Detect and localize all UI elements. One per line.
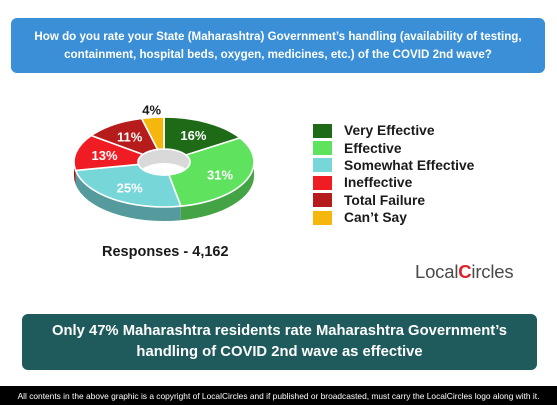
legend-label: Effective (344, 140, 402, 156)
data-label-somewhat-effective: 25% (117, 181, 143, 196)
chart-legend: Very Effective Effective Somewhat Effectiv… (313, 122, 474, 226)
donut-chart: 16% 31% 25% 13%11% 4% (73, 102, 255, 221)
slice-can-t-say (140, 116, 165, 151)
legend-label: Total Failure (344, 192, 426, 208)
legend-swatch (313, 141, 332, 156)
legend-item-effective: Effective (313, 139, 474, 156)
responses-count: Responses - 4,162 (102, 244, 229, 260)
data-label-very-effective: 16% (180, 128, 206, 143)
conclusion-text: Only 47% Maharashtra residents rate Maha… (51, 323, 508, 360)
data-label-can-t-say: 4% (142, 102, 161, 117)
legend-item-total-failure: Total Failure (313, 192, 474, 209)
conclusion-banner: Only 47% Maharashtra residents rate Maha… (22, 314, 537, 370)
slice-side-effective (180, 162, 255, 221)
footer-text: All contents in the above graphic is a c… (17, 390, 540, 401)
legend-swatch (313, 175, 332, 190)
data-label-total-failure: 11% (117, 129, 143, 144)
donut-hole (138, 149, 190, 176)
slice-somewhat-effective (74, 163, 182, 208)
legend-swatch (313, 158, 332, 173)
legend-label: Can’t Say (344, 210, 407, 226)
localcircles-logo: LocalCircles (415, 261, 514, 282)
legend-swatch (313, 210, 332, 225)
slice-side-somewhat-effective (75, 170, 181, 221)
legend-item-ineffective: Ineffective (313, 174, 474, 191)
legend-label: Ineffective (344, 175, 413, 191)
slice-effective (167, 136, 255, 208)
question-banner: How do you rate your State (Maharashtra)… (11, 18, 545, 73)
slice-ineffective (73, 134, 145, 172)
legend-swatch (313, 193, 332, 208)
legend-label: Very Effective (344, 123, 435, 139)
legend-label: Somewhat Effective (344, 157, 475, 173)
question-text: How do you rate your State (Maharashtra)… (34, 29, 522, 61)
legend-item-can-t-say: Can’t Say (313, 209, 474, 226)
copyright-footer: All contents in the above graphic is a c… (0, 386, 557, 405)
chart-slices (73, 116, 255, 208)
legend-swatch (313, 123, 332, 138)
slice-very-effective (163, 116, 242, 156)
legend-item-very-effective: Very Effective (313, 122, 474, 139)
legend-item-somewhat-effective: Somewhat Effective (313, 157, 474, 174)
data-label-ineffective: 13% (91, 148, 117, 163)
data-label-effective: 31% (207, 167, 233, 182)
chart-labels: 16% 31% 25% 13%11% 4% (91, 102, 233, 195)
